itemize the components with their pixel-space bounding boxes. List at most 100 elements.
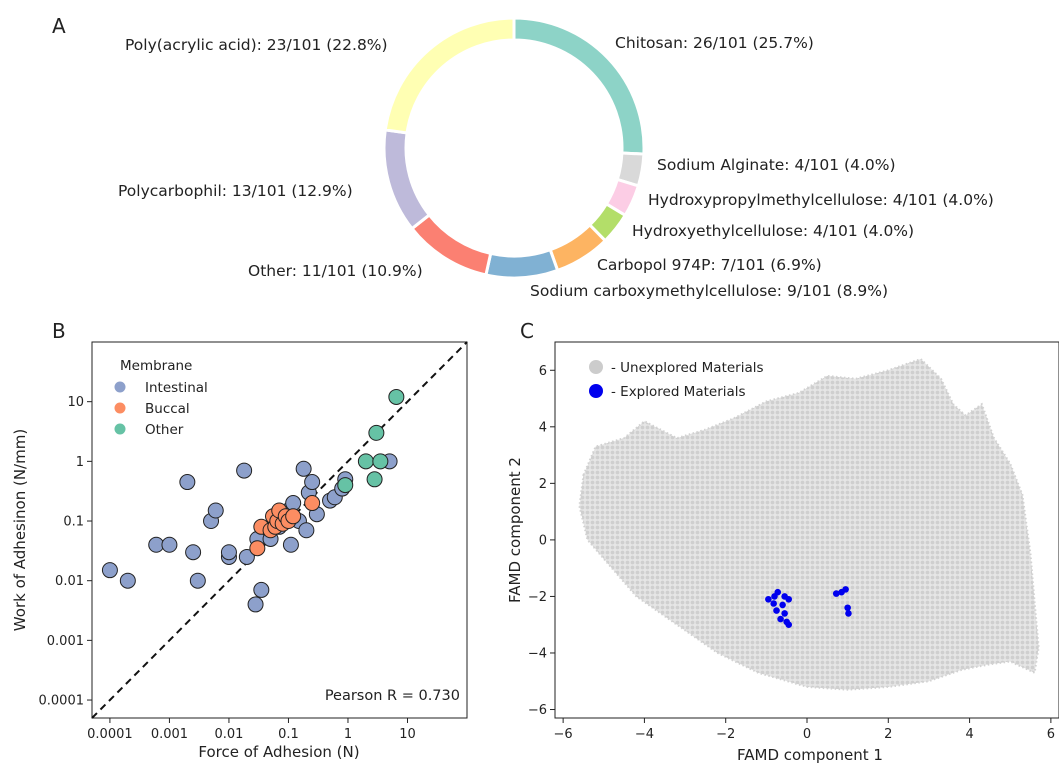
point-intestinal [298, 522, 315, 539]
point-explored-material [779, 601, 786, 609]
point-other [337, 477, 354, 494]
x-tick-label: 1 [344, 727, 352, 742]
x-tick-label: 0.01 [214, 727, 243, 742]
unexplored-materials-cloud [578, 357, 1040, 691]
point-other [388, 388, 405, 405]
pie-label-sodium-alginate: Sodium Alginate: 4/101 (4.0%) [657, 156, 896, 174]
legend-label-other: Other [145, 422, 184, 438]
unexplored-region-dots [578, 357, 1040, 691]
pie-label-sodium-carboxymethylcellulose: Sodium carboxymethylcellulose: 9/101 (8.… [530, 282, 888, 300]
pie-label-chitosan: Chitosan: 26/101 (25.7%) [615, 34, 814, 52]
point-explored-material [774, 588, 782, 596]
y-tick-label: −2 [528, 590, 547, 605]
plot-c-ticks: −6 −4 −2 0 2 4 6 −6 −4 −2 0 2 4 6 [528, 364, 1055, 742]
point-intestinal [161, 536, 178, 553]
plot-b-y-axis-label: Work of Adhesinon (N/mm) [11, 429, 29, 631]
y-tick-label: 0.1 [63, 515, 84, 530]
plot-b-x-axis-label: Force of Adhesion (N) [198, 743, 359, 761]
point-buccal [249, 540, 266, 557]
point-intestinal [189, 572, 206, 589]
point-intestinal [101, 562, 118, 579]
y-tick-label: 6 [539, 364, 547, 379]
legend-swatch-unexplored [589, 360, 603, 374]
point-explored-material [785, 621, 793, 629]
log-scatter-plot: 0.0001 0.001 0.01 0.1 1 10 0.0001 0.001 0.01 0.1 1… [11, 341, 468, 761]
legend-swatch-explored [589, 384, 603, 398]
legend-swatch-other [114, 423, 126, 435]
legend-label-buccal: Buccal [145, 401, 190, 417]
point-explored-material [773, 607, 780, 614]
point-intestinal [247, 596, 264, 613]
point-intestinal [282, 536, 299, 553]
plot-b-points [101, 388, 405, 613]
point-other [368, 424, 385, 441]
y-tick-label: 2 [539, 477, 547, 492]
x-tick-label: 10 [399, 727, 416, 742]
point-intestinal [295, 460, 312, 477]
y-tick-label: −4 [528, 646, 547, 661]
pie-label-poly-acrylic-acid-: Poly(acrylic acid): 23/101 (22.8%) [125, 36, 388, 54]
point-intestinal [179, 474, 196, 491]
point-intestinal [253, 581, 270, 598]
x-tick-label: 0.1 [278, 727, 299, 742]
donut-labels: Chitosan: 26/101 (25.7%) Sodium Alginate:… [118, 34, 994, 300]
point-intestinal [207, 502, 224, 519]
y-tick-label: 0.01 [55, 574, 84, 589]
point-explored-material [785, 595, 793, 603]
x-tick-label: 6 [1047, 727, 1055, 742]
point-other [372, 453, 389, 470]
famd-scatter-plot: −6 −4 −2 0 2 4 6 −6 −4 −2 0 2 4 6 - Unexplored Materi… [506, 341, 1059, 764]
point-intestinal [236, 462, 253, 479]
legend-label-unexplored: - Unexplored Materials [611, 360, 764, 376]
point-explored-material [781, 610, 788, 617]
x-tick-label: −4 [635, 727, 654, 742]
y-tick-label: 1 [76, 455, 84, 470]
plot-c-x-axis-label: FAMD component 1 [737, 746, 883, 764]
panel-letter-c: C [520, 319, 534, 343]
x-tick-label: 0.0001 [87, 727, 133, 742]
legend-swatch-buccal [114, 402, 126, 414]
point-explored-material [844, 604, 851, 612]
pearson-annotation: Pearson R = 0.730 [325, 688, 460, 704]
pie-label-carbopol-974p: Carbopol 974P: 7/101 (6.9%) [597, 256, 822, 274]
y-tick-label: −6 [528, 703, 547, 718]
pie-label-polycarbophil: Polycarbophil: 13/101 (12.9%) [118, 182, 353, 200]
y-tick-label: 4 [539, 420, 547, 435]
panel-letter-b: B [52, 319, 66, 343]
point-explored-material [845, 610, 852, 617]
point-explored-material [777, 615, 784, 623]
y-tick-label: 0.0001 [39, 694, 85, 709]
point-explored-material [842, 586, 849, 593]
x-tick-label: 4 [965, 727, 973, 742]
point-other [366, 471, 383, 488]
point-buccal [304, 495, 321, 512]
donut-chart [382, 16, 646, 280]
legend-swatch-intestinal [114, 381, 126, 393]
point-intestinal [220, 544, 237, 561]
point-explored-material [832, 590, 840, 597]
x-tick-label: −2 [716, 727, 735, 742]
x-tick-label: 0.001 [151, 727, 188, 742]
legend-label-intestinal: Intestinal [145, 380, 208, 396]
point-explored-material [770, 600, 777, 607]
panel-letter-a: A [52, 14, 66, 38]
point-other [357, 453, 374, 470]
pie-slice-sodium-carboxymethylcellulose [484, 247, 560, 280]
point-intestinal [304, 474, 321, 491]
point-explored-material [765, 595, 772, 603]
plot-c-y-axis-label: FAMD component 2 [506, 457, 524, 603]
pie-slice-polycarbophil [382, 128, 432, 231]
explored-materials-points [765, 586, 852, 629]
y-tick-label: 10 [67, 395, 84, 410]
plot-c-legend: - Unexplored Materials - Explored Materia… [589, 360, 764, 400]
x-tick-label: −6 [554, 727, 573, 742]
pie-slice-poly-acrylic-acid- [383, 16, 516, 135]
plot-b-legend: Membrane Intestinal Buccal Other [114, 358, 208, 438]
legend-title: Membrane [120, 358, 192, 374]
pie-label-other: Other: 11/101 (10.9%) [248, 262, 423, 280]
y-tick-label: 0.001 [47, 634, 84, 649]
point-intestinal [185, 544, 202, 561]
plot-b-ticks: 0.0001 0.001 0.01 0.1 1 10 0.0001 0.001 0.01 0.1 1… [39, 395, 416, 742]
point-intestinal [119, 572, 136, 589]
